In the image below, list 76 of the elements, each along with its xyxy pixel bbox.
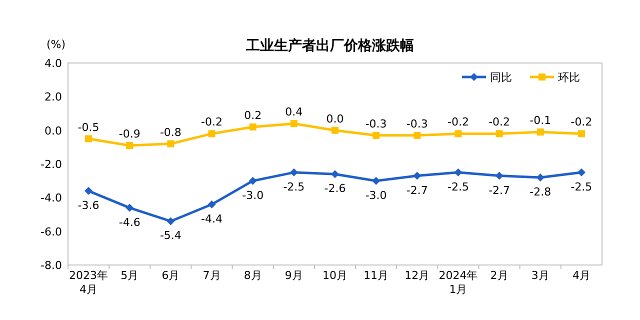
x-tick-label: 8月 — [244, 269, 262, 282]
data-label: 0.2 — [244, 108, 262, 122]
point — [577, 168, 586, 176]
point — [167, 140, 174, 148]
point — [84, 186, 93, 195]
point — [290, 168, 298, 176]
data-label: -2.5 — [570, 180, 592, 194]
data-label: -2.7 — [406, 184, 428, 197]
point — [536, 128, 544, 136]
point — [413, 172, 422, 180]
data-label: -2.5 — [447, 180, 469, 194]
data-label: -3.0 — [242, 188, 264, 202]
data-label: -0.8 — [160, 126, 182, 139]
point — [372, 132, 380, 139]
data-label: -0.5 — [78, 120, 100, 134]
point — [536, 173, 544, 182]
data-label: -0.3 — [365, 117, 387, 130]
y-axis-title: (%) — [46, 38, 66, 51]
data-label: -2.8 — [530, 185, 552, 198]
y-tick-label: -8.0 — [40, 259, 62, 272]
x-tick-label: 2023年 4月 — [69, 269, 108, 296]
point — [332, 126, 338, 134]
x-tick-label: 6月 — [162, 269, 180, 282]
point — [414, 132, 421, 139]
data-label: -2.5 — [283, 180, 305, 194]
x-tick-label: 2月 — [490, 269, 508, 282]
data-label: -5.4 — [160, 229, 182, 242]
x-tick-label: 9月 — [284, 269, 303, 282]
data-label: -3.6 — [78, 198, 100, 212]
legend-label: 环比 — [558, 71, 580, 84]
y-tick-label: -6.0 — [40, 225, 62, 238]
y-tick-label: -4.0 — [40, 192, 62, 205]
x-tick-label: 12月 — [404, 269, 430, 282]
x-tick-label: 5月 — [120, 269, 139, 282]
point — [208, 130, 216, 138]
point — [85, 135, 92, 142]
x-tick-label: 10月 — [322, 269, 348, 282]
data-label: -0.2 — [488, 116, 510, 129]
x-tick-label: 2024年 1月 — [438, 269, 478, 296]
data-label: -0.3 — [406, 117, 428, 130]
data-label: -2.6 — [324, 182, 346, 196]
point — [372, 176, 380, 185]
x-tick-label: 4月 — [572, 269, 590, 282]
data-label: 0.0 — [326, 112, 344, 126]
x-tick-label: 3月 — [531, 269, 550, 282]
point — [496, 130, 503, 138]
point — [248, 176, 257, 185]
chart-title: 工业生产者出厂价格涨跌幅 — [245, 37, 414, 54]
data-label: -4.6 — [118, 216, 140, 229]
data-label: -3.0 — [365, 188, 387, 202]
data-label: -0.1 — [530, 114, 552, 128]
point — [454, 168, 462, 176]
y-tick-label: 0.0 — [44, 124, 62, 138]
point — [249, 123, 256, 130]
legend-label: 同比 — [490, 71, 512, 84]
data-label: -2.7 — [488, 184, 510, 197]
x-tick-label: 7月 — [202, 269, 221, 282]
x-tick-label: 11月 — [364, 269, 389, 282]
point — [331, 170, 339, 178]
data-label: -0.2 — [570, 116, 592, 129]
y-tick-label: 4.0 — [44, 57, 62, 70]
data-label: -0.2 — [201, 116, 223, 129]
point — [578, 130, 585, 138]
point — [126, 142, 134, 149]
data-label: -0.2 — [447, 116, 469, 129]
point — [208, 200, 216, 208]
point — [126, 204, 134, 212]
y-tick-label: 2.0 — [44, 90, 62, 104]
point — [495, 172, 504, 180]
data-label: -0.9 — [118, 127, 140, 140]
point — [166, 217, 175, 226]
point — [290, 120, 298, 128]
point — [454, 130, 462, 138]
y-tick-label: -2.0 — [40, 158, 62, 171]
data-label: 0.4 — [285, 106, 303, 119]
data-label: -4.4 — [201, 212, 223, 226]
